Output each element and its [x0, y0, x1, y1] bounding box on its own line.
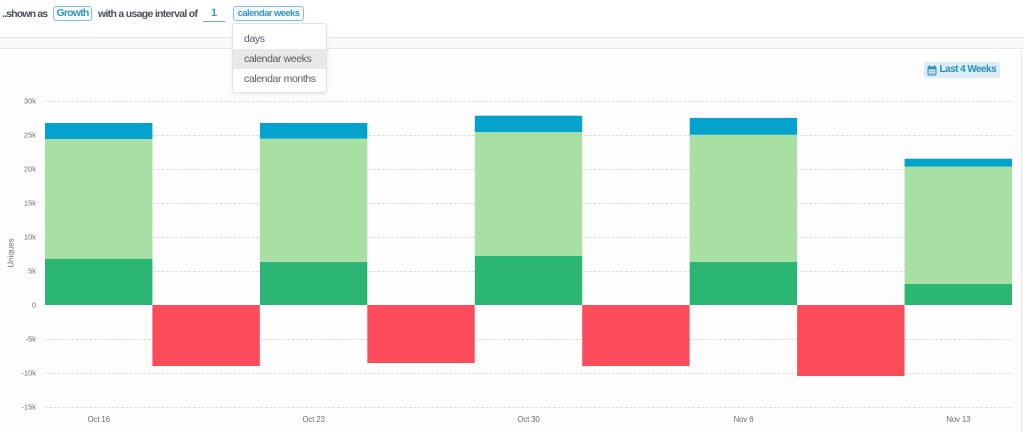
- svg-text:0: 0: [32, 301, 36, 310]
- svg-text:20k: 20k: [24, 165, 36, 174]
- svg-text:Oct 23: Oct 23: [302, 415, 325, 424]
- svg-text:10k: 10k: [24, 233, 36, 242]
- svg-text:Nov 13: Nov 13: [946, 415, 971, 424]
- svg-text:-5k: -5k: [26, 335, 37, 344]
- svg-text:-10k: -10k: [21, 369, 36, 378]
- svg-text:Nov 6: Nov 6: [733, 415, 754, 424]
- svg-text:15k: 15k: [24, 199, 36, 208]
- svg-text:-15k: -15k: [21, 403, 36, 412]
- svg-text:Uniques: Uniques: [7, 238, 16, 267]
- svg-text:Oct 16: Oct 16: [88, 415, 111, 424]
- svg-text:5k: 5k: [28, 267, 36, 276]
- svg-text:30k: 30k: [24, 97, 36, 106]
- svg-text:25k: 25k: [24, 131, 36, 140]
- svg-text:Oct 30: Oct 30: [517, 415, 540, 424]
